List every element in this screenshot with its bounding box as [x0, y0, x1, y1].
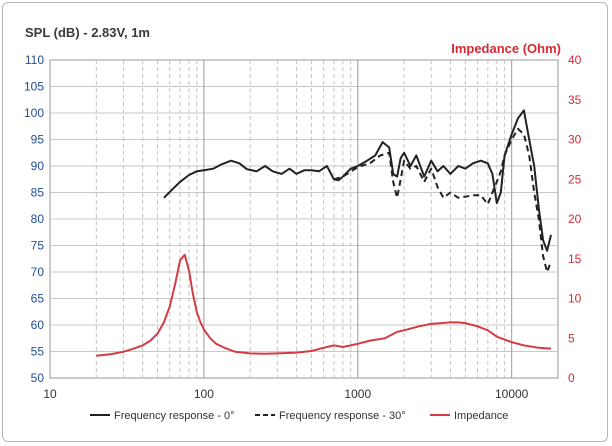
y-right-tick-label: 15	[568, 252, 582, 266]
legend-label-1: Frequency response - 30°	[279, 410, 406, 422]
right-axis-title: Impedance (Ohm)	[451, 41, 561, 56]
y-right-tick-label: 40	[568, 53, 582, 67]
series-line-0	[163, 109, 552, 252]
y-left-tick-label: 75	[31, 239, 45, 253]
x-tick-label: 10000	[495, 387, 529, 401]
y-right-tick-label: 0	[568, 371, 575, 385]
y-left-tick-label: 70	[31, 265, 45, 279]
y-left-tick-label: 100	[24, 106, 44, 120]
x-tick-label: 10	[43, 387, 57, 401]
series-line-1	[333, 127, 552, 273]
y-left-tick-label: 50	[31, 371, 45, 385]
y-left-tick-label: 85	[31, 186, 45, 200]
series-lines	[96, 109, 552, 357]
y-right-tick-label: 30	[568, 133, 582, 147]
y-left-tick-label: 110	[25, 53, 44, 67]
y-left-tick-label: 55	[31, 345, 45, 359]
series-line-2	[96, 253, 552, 357]
y-right-tick-label: 5	[568, 331, 575, 345]
y-right-tick-label: 35	[568, 93, 582, 107]
legend-label-2: Impedance	[454, 410, 508, 422]
legend: Frequency response - 0° Frequency respons…	[90, 410, 508, 422]
tick-labels: 50 55 60 65 70 75 80 85 90 95 100 105 110 0 5 10 15 20 25 3…	[24, 53, 582, 401]
legend-label-0: Frequency response - 0°	[114, 410, 235, 422]
y-right-tick-label: 20	[568, 212, 582, 226]
y-left-tick-label: 80	[31, 212, 45, 226]
x-tick-label: 100	[194, 387, 214, 401]
y-left-tick-label: 90	[31, 159, 45, 173]
y-left-tick-label: 105	[24, 80, 44, 94]
left-axis-title: SPL (dB) - 2.83V, 1m	[25, 25, 150, 40]
y-right-tick-label: 10	[568, 292, 582, 306]
y-right-tick-label: 25	[568, 172, 582, 186]
y-left-tick-label: 65	[31, 292, 45, 306]
y-left-tick-label: 60	[31, 318, 45, 332]
y-left-tick-label: 95	[31, 133, 45, 147]
x-tick-label: 1000	[344, 387, 371, 401]
